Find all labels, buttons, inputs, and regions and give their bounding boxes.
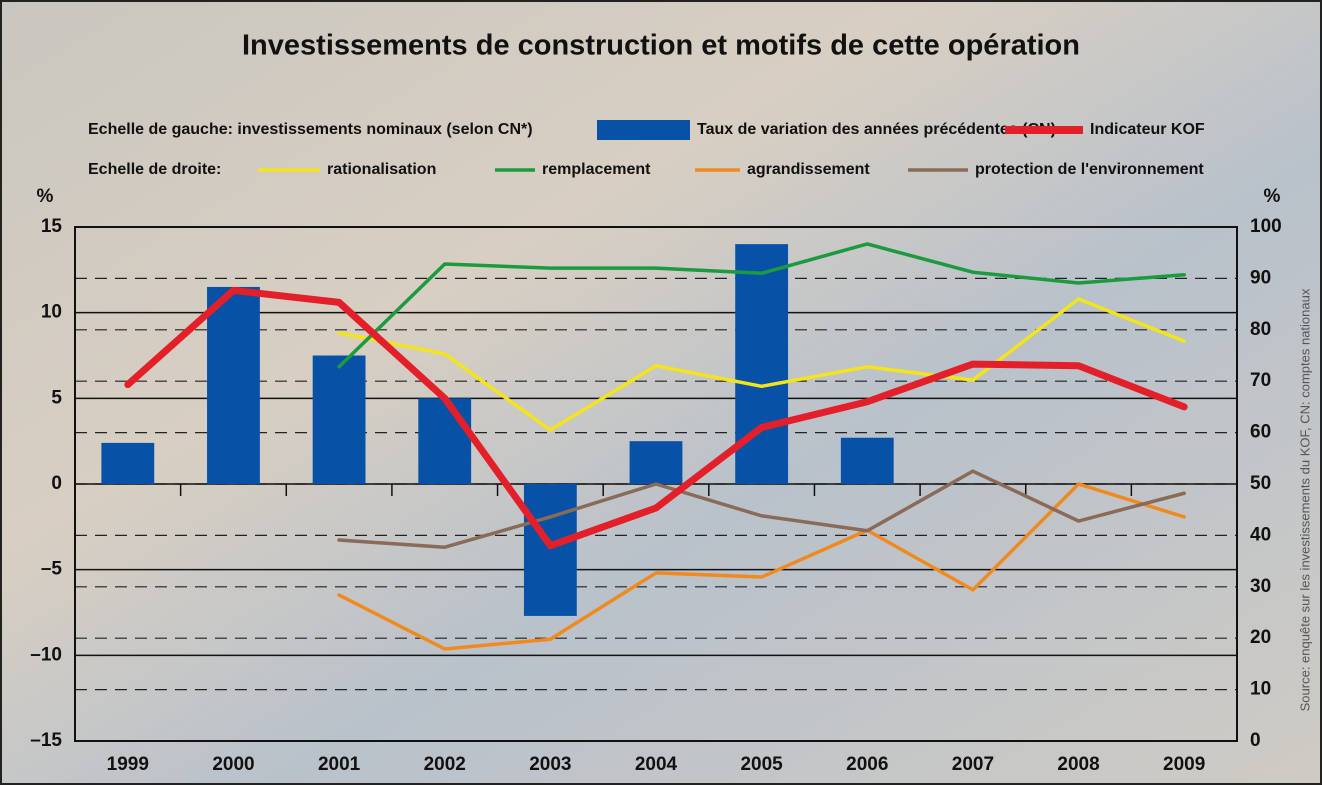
y2-tick-label: 30 (1250, 576, 1271, 597)
legend-label: Indicateur KOF (1090, 121, 1205, 138)
y2-tick-label: 80 (1250, 319, 1271, 340)
chart-title: Investissements de construction et motif… (242, 30, 1080, 62)
bar (523, 484, 577, 616)
source: Source: enquête sur les investissements … (1297, 288, 1312, 711)
y2-tick-label: 100 (1250, 216, 1282, 237)
x-tick-label: 2001 (318, 754, 361, 775)
legend-right-label: Echelle de droite: (88, 161, 221, 178)
bar (207, 286, 260, 484)
plot-frame (74, 226, 1238, 742)
y2-tick-label: 70 (1250, 370, 1271, 391)
bar (840, 437, 894, 484)
x-tick-label: 1999 (107, 754, 149, 775)
y-tick-label: 0 (51, 473, 62, 494)
y-tick-label: 5 (51, 387, 62, 408)
x-tick-label: 2007 (952, 754, 994, 775)
x-tick-label: 2004 (635, 754, 678, 775)
bar (418, 398, 472, 484)
legend-left-label: Echelle de gauche: investissements nomin… (88, 121, 533, 138)
x-tick-label: 2005 (740, 754, 783, 775)
y2-tick-label: 0 (1250, 730, 1261, 751)
legend-label: remplacement (542, 161, 651, 178)
y2-tick-label: 40 (1250, 524, 1271, 545)
legend-label: Taux de variation des années précédentes… (697, 121, 1056, 138)
line (337, 242, 1186, 369)
y-axis-label: % (37, 186, 54, 207)
y-tick-label: 15 (41, 216, 63, 237)
legend-label: rationalisation (327, 161, 436, 178)
line (337, 297, 1186, 432)
y-tick-label: –10 (30, 644, 62, 665)
legend-label: protection de l'environnement (975, 161, 1204, 178)
bar (312, 355, 366, 484)
y2-tick-label: 90 (1250, 267, 1271, 288)
line (337, 469, 1186, 549)
y-tick-label: –15 (30, 730, 62, 751)
bar (101, 442, 155, 484)
legend-label: agrandissement (747, 161, 870, 178)
y2-axis-label: % (1264, 186, 1281, 207)
y2-tick-label: 50 (1250, 473, 1271, 494)
line (124, 286, 1188, 550)
x-tick-label: 2002 (424, 754, 466, 775)
bar (629, 441, 683, 484)
y-tick-label: –5 (41, 559, 63, 580)
legend-swatch (597, 120, 690, 140)
x-tick-label: 2006 (846, 754, 888, 775)
x-tick-label: 2009 (1163, 754, 1205, 775)
y-tick-label: 10 (41, 302, 62, 323)
bar (735, 244, 789, 484)
x-tick-label: 2008 (1057, 754, 1099, 775)
y2-tick-label: 20 (1250, 627, 1271, 648)
line (337, 482, 1186, 651)
y2-tick-label: 10 (1250, 679, 1271, 700)
x-tick-label: 2000 (212, 754, 254, 775)
x-tick-label: 2003 (529, 754, 571, 775)
y2-tick-label: 60 (1250, 422, 1271, 443)
